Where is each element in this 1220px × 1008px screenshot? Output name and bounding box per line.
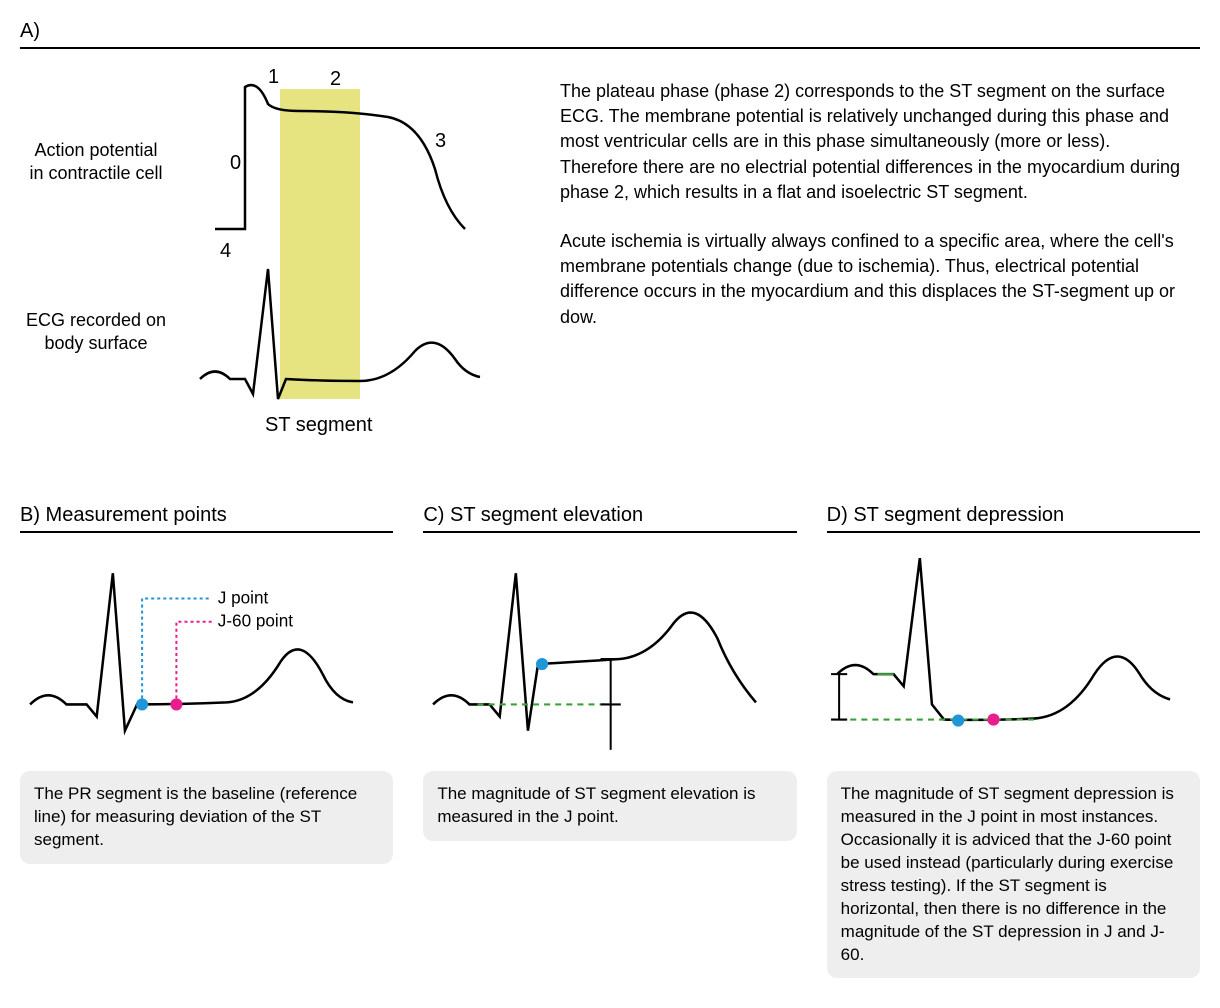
highlight-rect [280,89,360,399]
phase-3-label: 3 [435,130,446,152]
j60-dot-d [987,714,999,726]
ecg-b [30,573,353,730]
ecg-c [433,573,756,730]
panel-c: C) ST segment elevation The magnitude of… [423,504,796,978]
j60-dot [170,698,182,710]
panel-b-svg: J point J-60 point [20,543,393,765]
j-dot-c [536,658,548,670]
phase-2-label: 2 [330,68,341,90]
panel-d-caption: The magnitude of ST segment depression i… [827,771,1200,979]
j-dot-d [952,715,964,727]
ecg-label: ECG recorded on body surface [16,309,176,356]
panel-c-svg [423,543,796,765]
j-point-dot [136,698,148,710]
panel-b: B) Measurement points J point J-60 point… [20,504,393,978]
panel-d-header: D) ST segment depression [827,504,1200,533]
phase-4-label: 4 [220,240,231,262]
explain-para-1: The plateau phase (phase 2) corresponds … [560,79,1190,205]
panel-c-header: C) ST segment elevation [423,504,796,533]
panel-b-caption: The PR segment is the baseline (referenc… [20,771,393,864]
panel-d-svg [827,543,1200,765]
action-potential-label: Action potential in contractile cell [16,139,176,186]
panel-a-label: A) [20,20,40,42]
panel-a-text: The plateau phase (phase 2) corresponds … [550,59,1200,444]
st-segment-label: ST segment [265,414,373,436]
panel-a-graphic: Action potential in contractile cell ECG… [20,59,550,444]
bottom-row: B) Measurement points J point J-60 point… [20,504,1200,978]
panel-a-row: Action potential in contractile cell ECG… [20,59,1200,444]
j60-leader [176,622,211,705]
ecg-d [837,558,1170,720]
panel-d: D) ST segment depression The magnitude o… [827,504,1200,978]
phase-0-label: 0 [230,152,241,174]
explain-para-2: Acute ischemia is virtually always confi… [560,229,1190,330]
j-point-text: J point [218,588,269,608]
panel-b-header: B) Measurement points [20,504,393,533]
j60-text: J-60 point [218,611,294,631]
panel-a-header: A) [20,20,1200,49]
panel-a-svg: 0 1 2 3 4 ST segment [20,59,550,439]
phase-1-label: 1 [268,66,279,88]
j-point-leader [142,598,212,704]
panel-c-caption: The magnitude of ST segment elevation is… [423,771,796,841]
